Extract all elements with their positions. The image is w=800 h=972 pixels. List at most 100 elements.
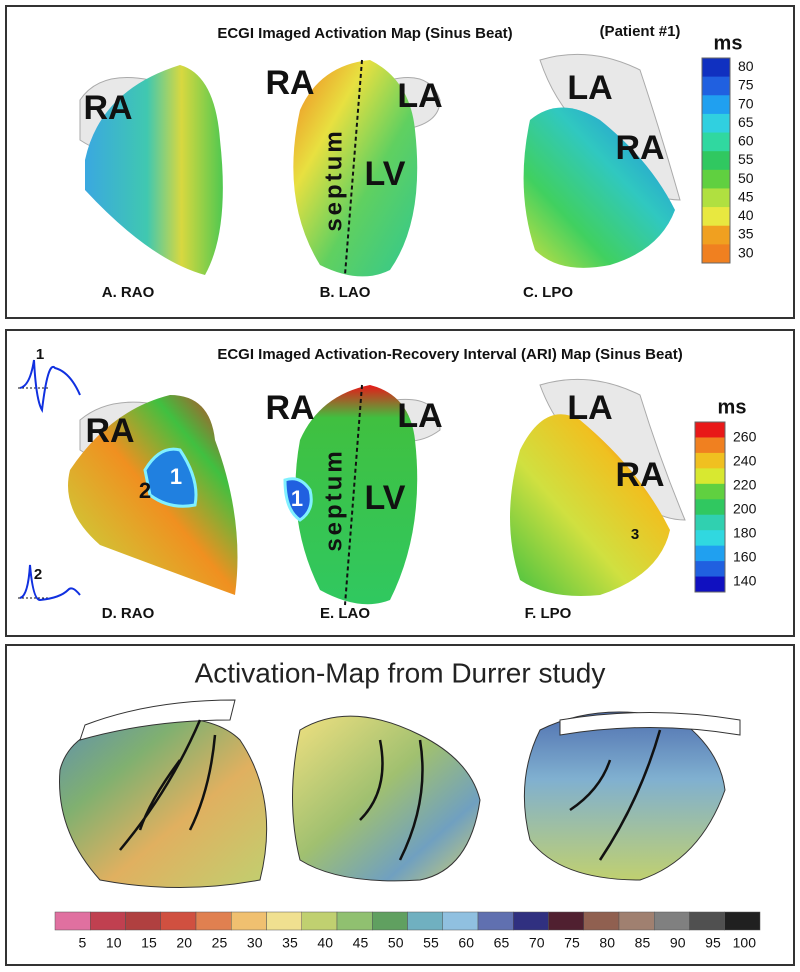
- scale-swatch: [266, 911, 302, 931]
- colorbar-label: 65: [738, 114, 754, 130]
- scale-swatch: [195, 911, 232, 931]
- colorbar-label: 180: [733, 525, 757, 541]
- colorbar-label: 140: [733, 573, 757, 589]
- scale-swatch: [90, 911, 126, 931]
- colorbar-swatch: [702, 76, 730, 96]
- colorbar-label: 70: [738, 95, 754, 111]
- scale-label: 10: [106, 935, 122, 951]
- scale-swatch: [583, 911, 620, 931]
- region-label: septum: [320, 448, 347, 551]
- scale-swatch: [125, 911, 161, 931]
- region-label: RA: [615, 456, 664, 494]
- region-label: LV: [365, 155, 406, 193]
- colorbar-label: 260: [733, 429, 757, 445]
- view-caption: F. LPO: [525, 605, 572, 622]
- scale-label: 45: [353, 935, 369, 951]
- colorbar-swatch: [695, 499, 725, 516]
- view-caption: E. LAO: [320, 605, 370, 622]
- heart-rao: [68, 395, 238, 595]
- view-caption: D. RAO: [102, 605, 155, 622]
- trace: [18, 359, 81, 602]
- colorbar-swatch: [695, 561, 725, 578]
- colorbar-label: 160: [733, 549, 757, 565]
- scale-swatch: [336, 911, 373, 931]
- scale-swatch: [372, 911, 408, 931]
- colorbar-frame: [701, 57, 731, 264]
- region-label: LA: [567, 389, 612, 427]
- scale-label: 65: [494, 935, 510, 951]
- scale-label: 15: [141, 935, 157, 951]
- scale-label: 60: [458, 935, 474, 951]
- colorbar-swatch: [695, 530, 725, 547]
- region-label: LA: [397, 77, 442, 115]
- colorbar-swatch: [702, 207, 730, 227]
- colorbar-unit: ms: [718, 396, 747, 418]
- colorbar-swatch: [695, 545, 725, 562]
- scale-label: 50: [388, 935, 404, 951]
- colorbar-swatch: [695, 468, 725, 485]
- scale-swatch: [618, 911, 655, 931]
- colorbar-frame: [694, 421, 726, 593]
- heart-rao: [79, 65, 223, 275]
- scale-label: 85: [635, 935, 651, 951]
- colorbar-swatch: [702, 113, 730, 134]
- panel-note: (Patient #1): [600, 23, 681, 40]
- heart-lpo: [523, 53, 681, 268]
- colorbar-swatch: [695, 483, 725, 500]
- trace-label: 2: [34, 566, 42, 583]
- scale-label: 5: [78, 935, 86, 951]
- region-label: LV: [365, 479, 406, 517]
- region-label: RA: [265, 389, 314, 427]
- scale-label: 100: [733, 935, 757, 951]
- scale-label: 55: [423, 935, 439, 951]
- colorbar-swatch: [702, 58, 730, 78]
- region-label: RA: [265, 64, 314, 102]
- scale-label: 40: [317, 935, 333, 951]
- scale-label: 20: [176, 935, 192, 951]
- colorbar-label: 220: [733, 477, 757, 493]
- scale-swatch: [513, 911, 549, 931]
- panel-title: ECGI Imaged Activation Map (Sinus Beat): [217, 25, 512, 42]
- heart-lao: [293, 59, 441, 277]
- colorbar-label: 45: [738, 188, 754, 204]
- view-caption: C. LPO: [523, 284, 573, 301]
- view-caption: A. RAO: [102, 284, 155, 301]
- colorbar-swatch: [702, 95, 730, 115]
- colorbar-swatch: [695, 576, 725, 593]
- scale-swatch: [301, 911, 338, 931]
- colorbar-label: 40: [738, 207, 754, 223]
- colorbar-label: 60: [738, 133, 754, 149]
- scale-label: 35: [282, 935, 298, 951]
- colorbar-label: 80: [738, 58, 754, 74]
- scale-swatch: [548, 911, 584, 931]
- colorbar-unit: ms: [714, 32, 743, 54]
- scale-swatch: [160, 911, 197, 931]
- region-label: RA: [85, 412, 134, 450]
- scale-swatch: [231, 911, 267, 931]
- colorbar-swatch: [695, 422, 725, 438]
- scale-swatch: [689, 911, 725, 931]
- scale-label: 80: [599, 935, 615, 951]
- trace-label: 1: [36, 346, 44, 363]
- colorbar-label: 200: [733, 501, 757, 517]
- region-label: LA: [567, 69, 612, 107]
- region-label: LA: [397, 397, 442, 435]
- colorbar-swatch: [702, 244, 730, 264]
- region-label: RA: [615, 129, 664, 167]
- region-label: septum: [320, 128, 347, 231]
- site-label: 3: [631, 526, 639, 543]
- colorbar-label: 75: [738, 77, 754, 93]
- colorbar-swatch: [702, 225, 730, 245]
- scale-label: 95: [705, 935, 721, 951]
- colorbar-swatch: [702, 188, 730, 208]
- view-caption: B. LAO: [320, 284, 371, 301]
- colorbar-swatch: [695, 452, 725, 469]
- scale-label: 75: [564, 935, 580, 951]
- region-label: RA: [83, 89, 132, 127]
- scale-swatch: [407, 911, 443, 931]
- site-label: 2: [139, 478, 151, 503]
- heart-lpo: [510, 378, 686, 596]
- scale-label: 70: [529, 935, 545, 951]
